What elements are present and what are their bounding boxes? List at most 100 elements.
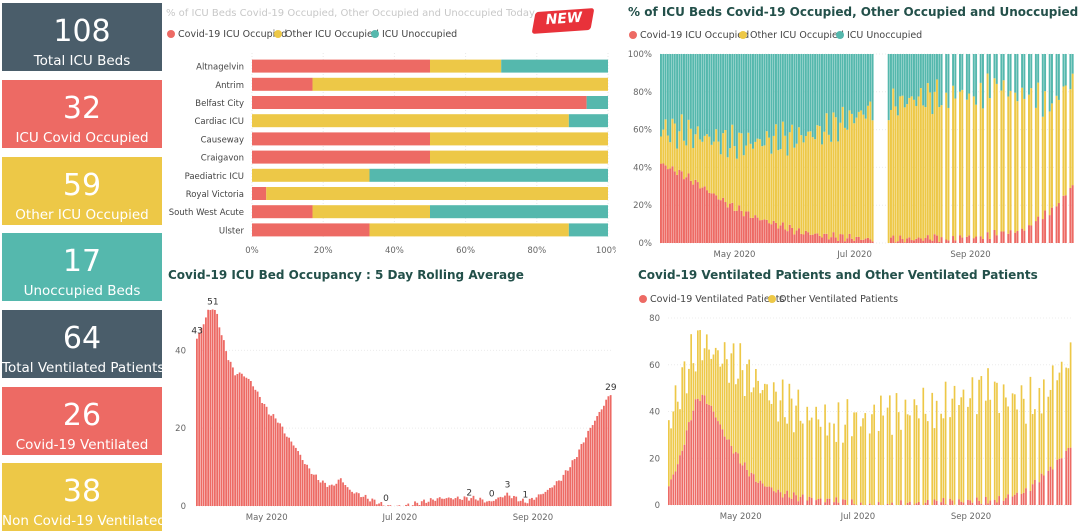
- bar-segment: [1041, 54, 1044, 117]
- bar: [477, 500, 479, 506]
- bar-segment: [775, 391, 777, 493]
- bar-segment: [837, 141, 840, 241]
- bar-segment: [938, 107, 941, 242]
- chart-title: Covid-19 Ventilated Patients and Other V…: [638, 268, 1038, 282]
- bar-segment: [864, 238, 867, 243]
- bar-segment: [962, 502, 965, 505]
- bar: [283, 433, 286, 506]
- bar-segment: [901, 54, 904, 96]
- bar-segment: [430, 150, 608, 164]
- bar-segment: [850, 238, 853, 243]
- bar-segment: [942, 418, 945, 499]
- bar-segment: [804, 230, 807, 243]
- bar-segment: [868, 433, 871, 504]
- bar: [267, 414, 270, 506]
- bar-segment: [719, 154, 722, 201]
- kpi-label: Other ICU Occupied: [15, 207, 149, 223]
- x-tick-label: 100%: [596, 246, 616, 256]
- legend-label: Other ICU Occupied: [285, 29, 379, 40]
- bar: [598, 411, 601, 506]
- bar-segment: [788, 54, 791, 133]
- y-tick-label: 0: [181, 502, 186, 512]
- bar: [380, 501, 383, 506]
- bar: [285, 436, 288, 506]
- bar-segment: [1002, 384, 1005, 501]
- legend-swatch-other: [739, 31, 747, 39]
- bar-segment: [678, 169, 681, 243]
- bar-segment: [745, 211, 748, 243]
- bar: [198, 332, 201, 506]
- y-tick-label: 60: [649, 361, 660, 371]
- bar-segment: [1023, 230, 1026, 243]
- bar-segment: [724, 129, 727, 203]
- bar-segment: [807, 232, 810, 243]
- bar-segment: [833, 423, 835, 503]
- bar: [366, 498, 369, 506]
- bar-segment: [669, 142, 672, 169]
- bar-segment: [919, 88, 922, 239]
- bar-segment: [706, 134, 708, 191]
- legend-swatch-unoccupied: [836, 31, 844, 39]
- bar-segment: [662, 54, 665, 130]
- bar: [499, 496, 502, 506]
- bar-segment: [784, 135, 787, 230]
- bar-segment: [926, 83, 929, 236]
- bar-segment: [689, 128, 692, 181]
- bar-segment: [867, 237, 869, 243]
- bar-segment: [834, 54, 837, 118]
- bar: [369, 501, 371, 506]
- bar-segment: [1064, 195, 1067, 243]
- bar-segment: [746, 364, 748, 470]
- bar: [294, 447, 297, 506]
- bar-segment: [1016, 492, 1018, 505]
- bar-segment: [1056, 459, 1059, 505]
- bar: [319, 482, 322, 506]
- bar-segment: [1030, 54, 1033, 89]
- bar: [202, 324, 205, 506]
- bar-segment: [996, 382, 998, 503]
- bar-segment: [696, 54, 699, 127]
- bar-segment: [993, 381, 996, 500]
- bar-segment: [960, 397, 963, 502]
- bar-segment: [853, 504, 855, 505]
- bar-segment: [689, 54, 692, 129]
- bar-segment: [673, 171, 676, 243]
- bar-segment: [993, 54, 996, 79]
- bar-segment: [837, 402, 840, 503]
- bar-segment: [909, 415, 911, 502]
- bar: [429, 498, 432, 506]
- bar-segment: [739, 463, 742, 505]
- bar-segment: [839, 54, 842, 123]
- bar-segment: [772, 491, 775, 505]
- category-label: Antrim: [215, 81, 244, 91]
- bar-segment: [971, 502, 974, 505]
- bar-segment: [670, 428, 672, 480]
- bar-segment: [922, 105, 925, 241]
- bar-segment: [768, 223, 771, 243]
- bar: [555, 481, 558, 506]
- bar: [348, 489, 351, 506]
- bar-segment: [835, 497, 838, 505]
- bar-segment: [674, 471, 677, 505]
- bar-segment: [965, 99, 968, 237]
- bar-segment: [671, 54, 674, 119]
- bar-segment: [830, 237, 833, 243]
- bar: [423, 499, 425, 506]
- bar-segment: [747, 54, 750, 133]
- bar-segment: [986, 232, 989, 243]
- bar: [243, 376, 246, 506]
- bar: [274, 418, 277, 506]
- bar-segment: [765, 54, 768, 132]
- bar-segment: [735, 210, 738, 243]
- bar-segment: [922, 240, 925, 243]
- bar-segment: [1051, 469, 1054, 505]
- bar-segment: [726, 54, 729, 158]
- bar-segment: [1009, 54, 1012, 91]
- bar-segment: [979, 236, 982, 243]
- y-tick-label: 0%: [639, 239, 653, 249]
- x-tick-label: Sep 2020: [950, 250, 990, 260]
- bar-segment: [968, 235, 971, 243]
- bar-segment: [1057, 203, 1060, 243]
- bar: [375, 504, 378, 506]
- bar-segment: [1002, 231, 1005, 243]
